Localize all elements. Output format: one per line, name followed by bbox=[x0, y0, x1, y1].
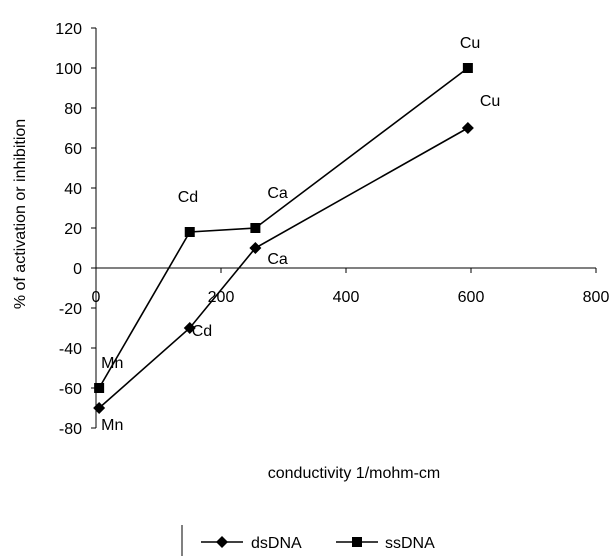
legend-marker-ssdna bbox=[352, 537, 362, 547]
point-dsdna bbox=[93, 402, 106, 414]
point-label-ssdna: Ca bbox=[267, 185, 288, 202]
point-label-dsdna: Ca bbox=[267, 251, 288, 268]
series-line-ssdna bbox=[98, 67, 469, 389]
point-ssdna bbox=[250, 223, 261, 233]
y-tick-label: 0 bbox=[73, 261, 82, 278]
point-label-ssdna: Cu bbox=[460, 35, 480, 52]
y-tick-label: 60 bbox=[64, 141, 82, 158]
y-tick-label: 40 bbox=[64, 181, 82, 198]
point-label-ssdna: Mn bbox=[101, 355, 123, 372]
legend-label-ssdna: ssDNA bbox=[385, 535, 435, 552]
point-dsdna bbox=[183, 322, 196, 334]
legend: dsDNA ssDNA bbox=[181, 525, 435, 556]
point-dsdna bbox=[461, 122, 474, 134]
point-label-dsdna: Cu bbox=[480, 93, 500, 110]
y-tick-label: 120 bbox=[55, 21, 82, 38]
x-tick-label: 200 bbox=[208, 289, 235, 306]
point-labels: Mn Cd Ca Cu Mn Cd Ca Cu bbox=[101, 35, 500, 434]
y-tick-label: -80 bbox=[59, 421, 82, 438]
y-tick-label: 80 bbox=[64, 101, 82, 118]
y-tick-label: 20 bbox=[64, 221, 82, 238]
y-axis-title: % of activation or inhibition bbox=[12, 119, 29, 309]
x-tick-label: 800 bbox=[583, 289, 610, 306]
x-tick-label: 600 bbox=[458, 289, 485, 306]
point-ssdna bbox=[462, 63, 473, 73]
y-tick-label: -20 bbox=[59, 301, 82, 318]
legend-marker-dsdna bbox=[216, 536, 228, 548]
axes bbox=[95, 28, 596, 428]
y-tick-labels: -80 -60 -40 -20 0 20 40 60 80 100 120 bbox=[55, 21, 96, 438]
point-ssdna bbox=[184, 227, 195, 237]
y-tick-label: -40 bbox=[59, 341, 82, 358]
point-label-ssdna: Cd bbox=[178, 189, 198, 206]
point-dsdna bbox=[249, 242, 262, 254]
legend-label-dsdna: dsDNA bbox=[251, 535, 302, 552]
point-label-dsdna: Cd bbox=[192, 323, 212, 340]
y-tick-label: 100 bbox=[55, 61, 82, 78]
point-ssdna bbox=[94, 383, 105, 393]
series-layer bbox=[93, 63, 474, 414]
y-tick-label: -60 bbox=[59, 381, 82, 398]
x-tick-label: 0 bbox=[92, 289, 101, 306]
series-line-dsdna bbox=[98, 127, 469, 409]
point-label-dsdna: Mn bbox=[101, 417, 123, 434]
x-tick-label: 400 bbox=[333, 289, 360, 306]
x-axis-title: conductivity 1/mohm-cm bbox=[268, 465, 441, 482]
x-tick-labels: 0 200 400 600 800 bbox=[92, 268, 610, 306]
